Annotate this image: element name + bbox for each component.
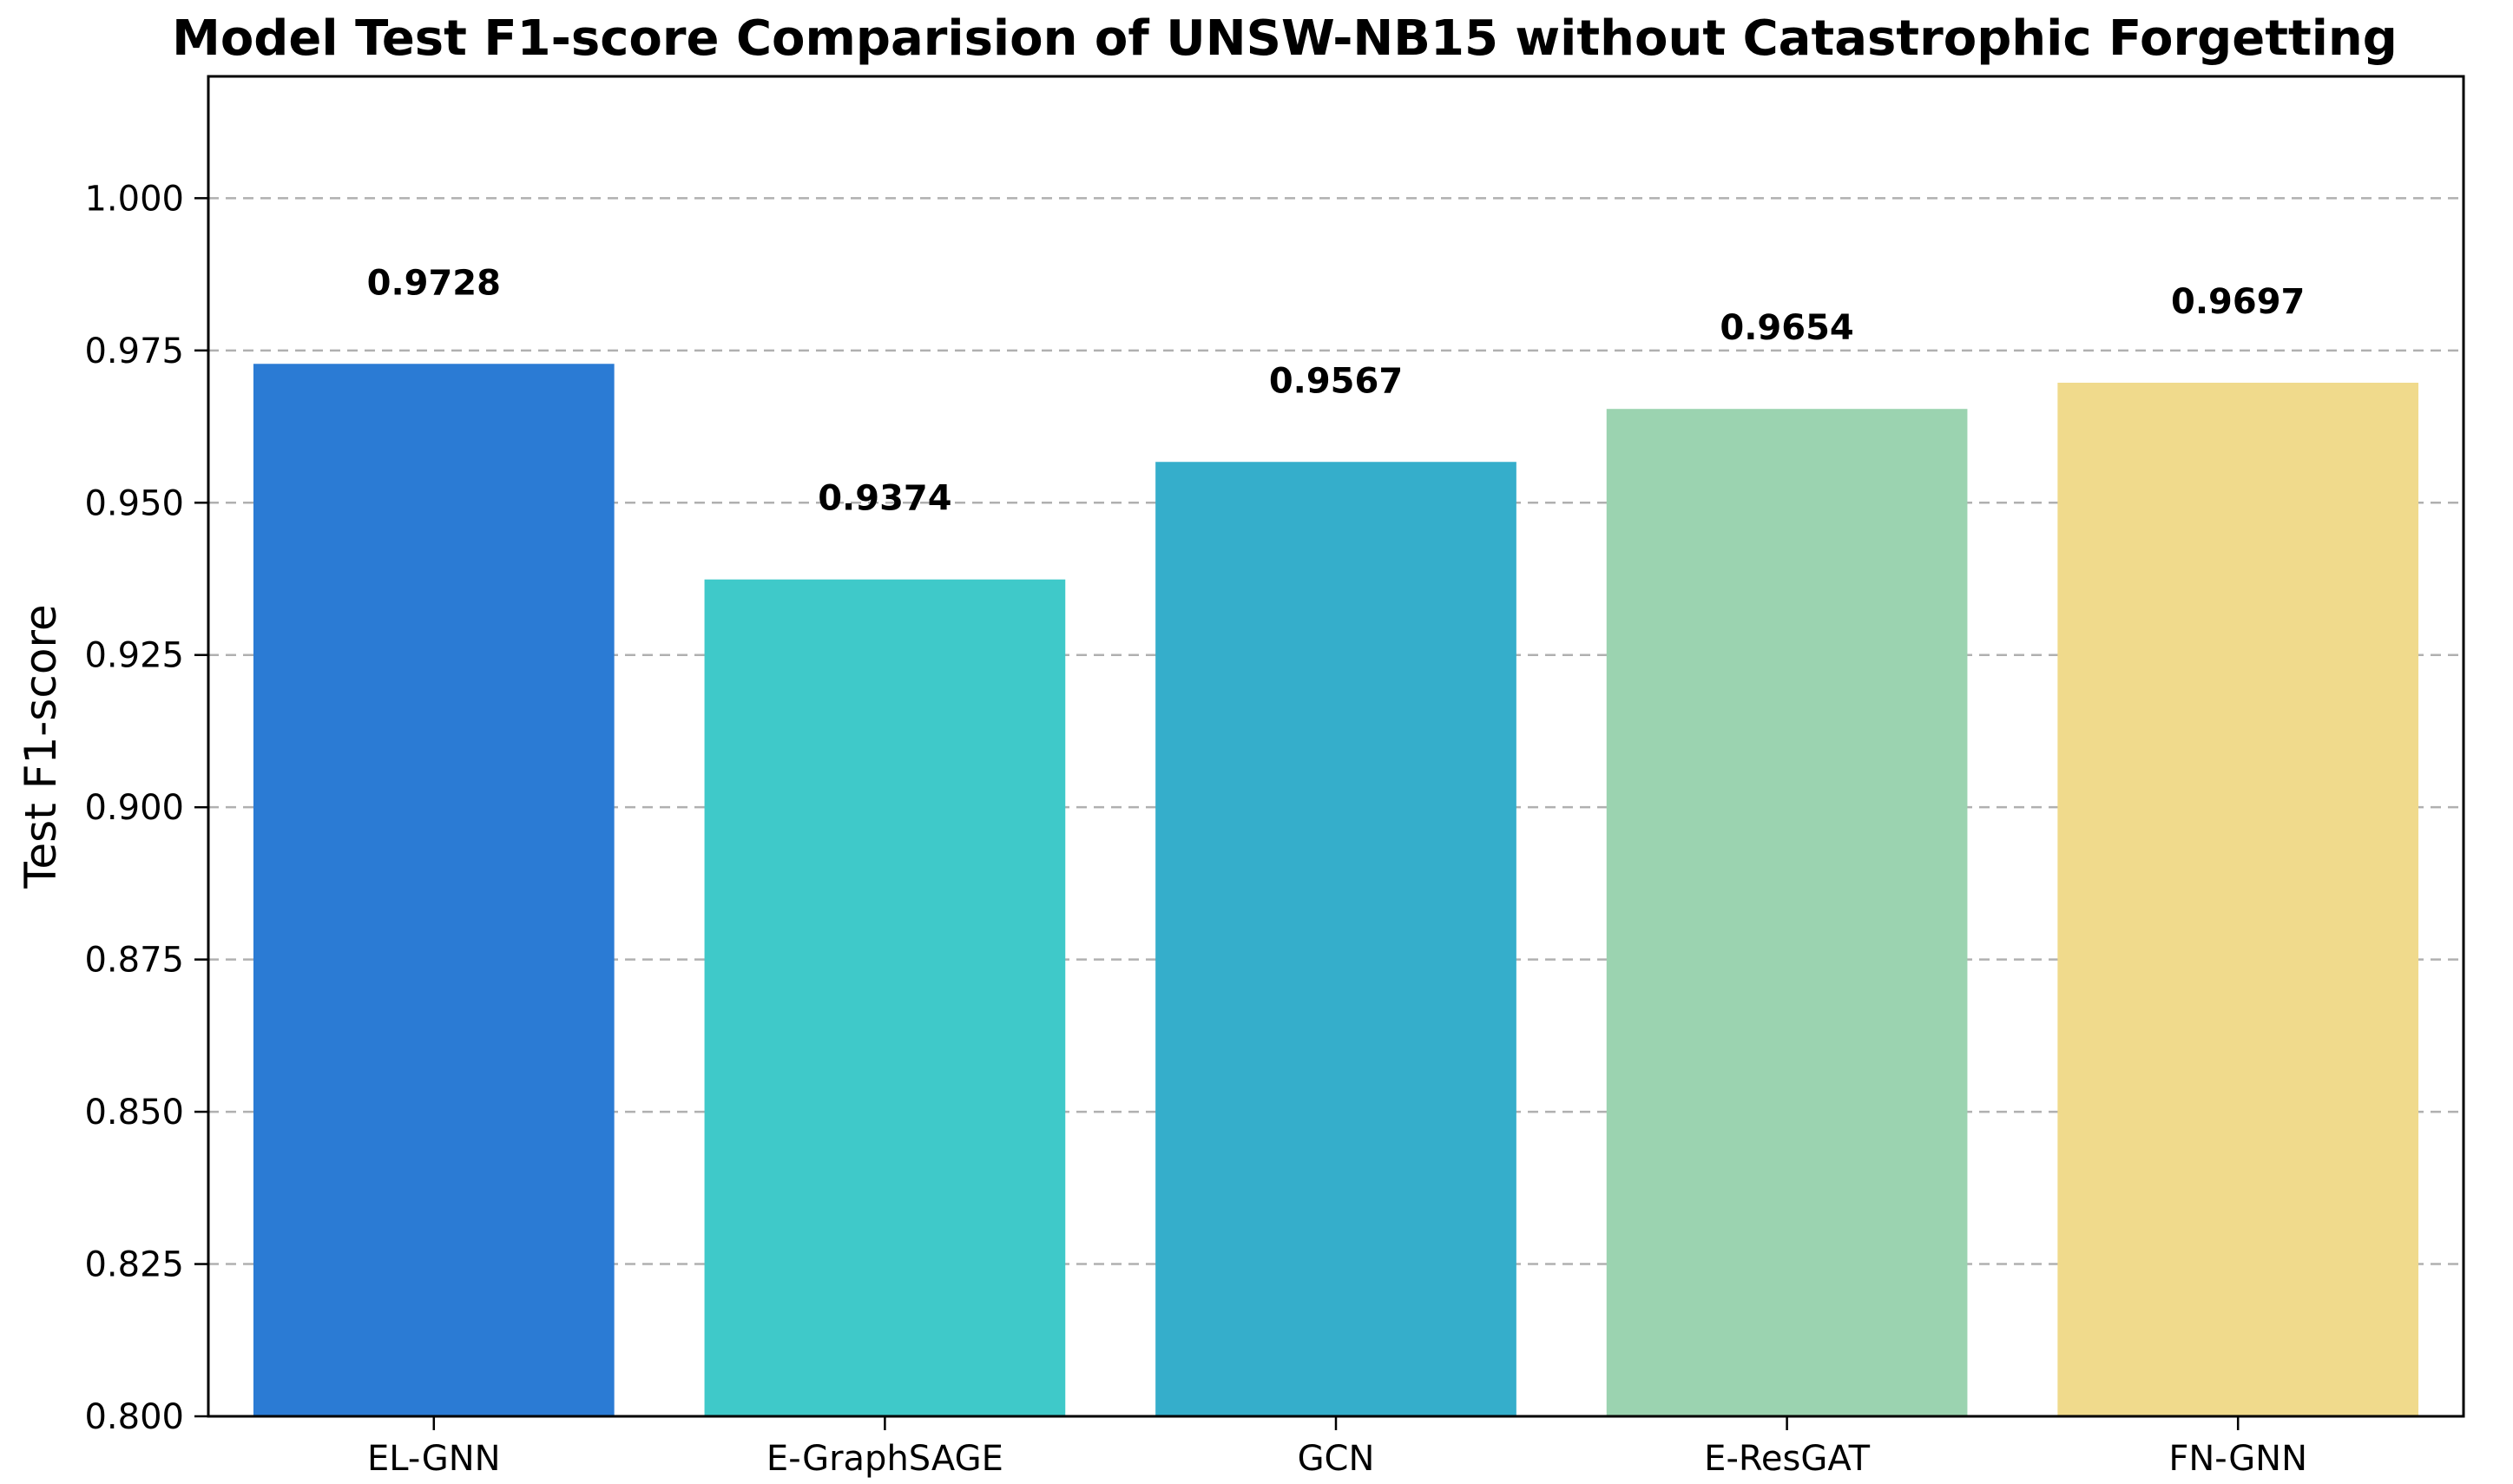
y-tick-label: 0.800 bbox=[84, 1397, 184, 1437]
x-tick-label: EL-GNN bbox=[367, 1439, 501, 1479]
value-label: 0.9654 bbox=[1720, 308, 1853, 348]
x-tick-label: E-ResGAT bbox=[1704, 1439, 1870, 1479]
value-label: 0.9567 bbox=[1269, 361, 1403, 401]
value-labels: 0.9728 0.9374 0.9567 0.9654 0.9697 bbox=[367, 263, 2306, 518]
bar-e-graphsage bbox=[704, 579, 1066, 1416]
bar-fn-gnn bbox=[2057, 383, 2419, 1417]
y-tick-label: 0.850 bbox=[84, 1093, 184, 1133]
y-tick-label: 0.975 bbox=[84, 332, 184, 371]
bar-el-gnn bbox=[253, 364, 615, 1416]
y-tick-label: 0.900 bbox=[84, 788, 184, 828]
y-tick-label: 0.925 bbox=[84, 636, 184, 676]
y-tick-label: 0.825 bbox=[84, 1245, 184, 1285]
value-label: 0.9697 bbox=[2171, 282, 2305, 322]
x-tick-label: E-GraphSAGE bbox=[766, 1439, 1003, 1479]
plot-frame bbox=[207, 75, 2465, 1418]
x-axis: EL-GNN E-GraphSAGE GCN E-ResGAT FN-GNN bbox=[367, 1416, 2307, 1479]
x-tick-label: GCN bbox=[1298, 1439, 1375, 1479]
y-tick-label: 0.875 bbox=[84, 941, 184, 981]
y-tick-label: 1.000 bbox=[84, 179, 184, 219]
y-tick-label: 0.950 bbox=[84, 483, 184, 523]
bars bbox=[253, 364, 2419, 1417]
y-axis-label: Test F1-score bbox=[16, 604, 66, 889]
chart-title: Model Test F1-score Comparision of UNSW-… bbox=[172, 10, 2398, 67]
bar-e-resgat bbox=[1606, 409, 1968, 1416]
value-label: 0.9728 bbox=[367, 263, 501, 303]
y-axis: 0.800 0.825 0.850 0.875 0.900 0.925 0.950 0.975… bbox=[84, 179, 208, 1437]
value-label: 0.9374 bbox=[818, 479, 951, 519]
bar-gcn bbox=[1155, 462, 1516, 1416]
x-tick-label: FN-GNN bbox=[2168, 1439, 2307, 1479]
